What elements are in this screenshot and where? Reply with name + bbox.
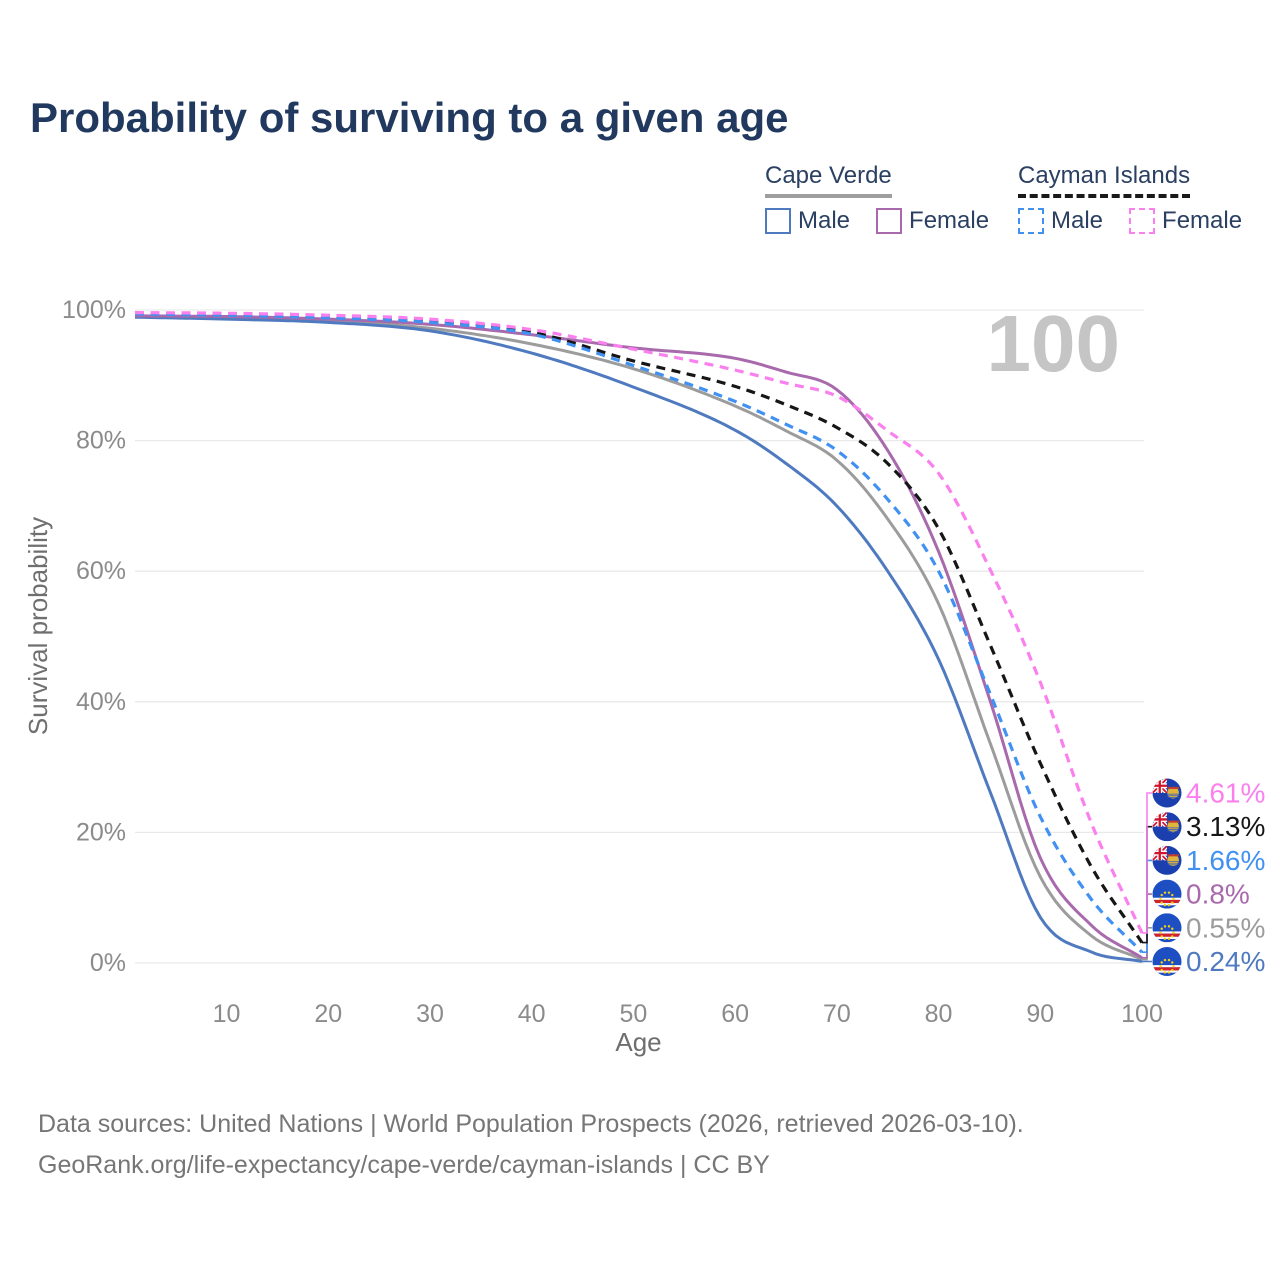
- y-tick-label: 60%: [76, 557, 126, 585]
- legend-group-cayman-islands: Cayman Islands Male Female: [1018, 162, 1242, 235]
- end-value-label: 0.8%: [1186, 879, 1250, 910]
- y-axis-title: Survival probability: [23, 517, 53, 735]
- legend-group-title-cape-verde: Cape Verde: [765, 162, 892, 198]
- x-tick-label: 70: [823, 1000, 851, 1028]
- x-tick-label: 60: [721, 1000, 749, 1028]
- cayman-islands-flag-icon: [1152, 845, 1182, 875]
- end-label-group: 0.24%: [1142, 946, 1265, 977]
- x-tick-label: 40: [518, 1000, 546, 1028]
- legend-group-cape-verde: Cape Verde Male Female: [765, 162, 989, 235]
- x-tick-label: 10: [213, 1000, 241, 1028]
- end-value-label: 3.13%: [1186, 811, 1265, 842]
- legend-item-label: Male: [798, 207, 851, 234]
- x-tick-label: 50: [620, 1000, 648, 1028]
- cayman-islands-flag-icon: [1152, 778, 1182, 808]
- y-tick-label: 0%: [90, 949, 126, 977]
- cape-verde-flag-icon: [1152, 913, 1182, 943]
- cape-verde-flag-icon: [1152, 879, 1182, 909]
- end-value-label: 4.61%: [1186, 778, 1265, 809]
- legend-group-title-cayman-islands: Cayman Islands: [1018, 162, 1191, 198]
- swatch-solid-female-icon: [876, 208, 903, 234]
- end-value-label: 1.66%: [1186, 845, 1265, 876]
- end-value-label: 0.24%: [1186, 946, 1265, 977]
- x-tick-label: 30: [416, 1000, 444, 1028]
- x-tick-label: 90: [1026, 1000, 1054, 1028]
- x-axis-title: Age: [615, 1027, 661, 1057]
- legend-item-cape-verde-female[interactable]: Female: [876, 207, 989, 235]
- legend-item-label: Female: [909, 207, 990, 234]
- cape-verde-flag-icon: [1152, 947, 1182, 976]
- x-tick-label: 100: [1121, 1000, 1163, 1028]
- age-watermark: 100: [987, 299, 1120, 388]
- data-sources-line: Data sources: United Nations | World Pop…: [38, 1110, 1024, 1138]
- legend-item-label: Female: [1162, 207, 1243, 234]
- series-line-cayman-islands-female[interactable]: [135, 311, 1144, 934]
- swatch-dashed-female-icon: [1129, 208, 1156, 234]
- series-line-cayman-islands-male[interactable]: [134, 312, 1144, 954]
- legend-item-cape-verde-male[interactable]: Male: [765, 207, 850, 235]
- legend-item-label: Male: [1051, 207, 1104, 234]
- x-tick-label: 20: [314, 1000, 342, 1028]
- swatch-dashed-male-icon: [1018, 208, 1044, 234]
- y-tick-label: 40%: [76, 688, 126, 716]
- y-tick-label: 100%: [62, 296, 126, 324]
- legend-item-cayman-female[interactable]: Female: [1129, 207, 1242, 235]
- legend-item-cayman-male[interactable]: Male: [1018, 207, 1103, 235]
- end-label-group: 1.66%: [1142, 845, 1265, 953]
- x-tick-label: 80: [925, 1000, 953, 1028]
- y-tick-label: 80%: [76, 427, 126, 455]
- attribution-line: GeoRank.org/life-expectancy/cape-verde/c…: [38, 1151, 770, 1179]
- end-label-group: 0.55%: [1142, 912, 1265, 961]
- series-line-cayman-islands-both-sexes[interactable]: [135, 311, 1144, 944]
- page-title: Probability of surviving to a given age: [30, 94, 789, 141]
- swatch-solid-male-icon: [765, 208, 791, 234]
- y-tick-label: 20%: [76, 818, 126, 846]
- series-line-cape-verde-female[interactable]: [135, 314, 1143, 960]
- leader-line: [1142, 792, 1152, 934]
- series-line-cape-verde-male[interactable]: [134, 315, 1143, 963]
- legend: Cape Verde Male Female Cayman Islands Ma…: [0, 162, 1280, 252]
- end-label-group: 0.8%: [1142, 879, 1250, 959]
- chart-footer: Data sources: United Nations | World Pop…: [38, 1104, 1188, 1186]
- series-line-cape-verde-both-sexes[interactable]: [134, 315, 1143, 961]
- end-value-label: 0.55%: [1186, 912, 1265, 943]
- cayman-islands-flag-icon: [1152, 812, 1182, 842]
